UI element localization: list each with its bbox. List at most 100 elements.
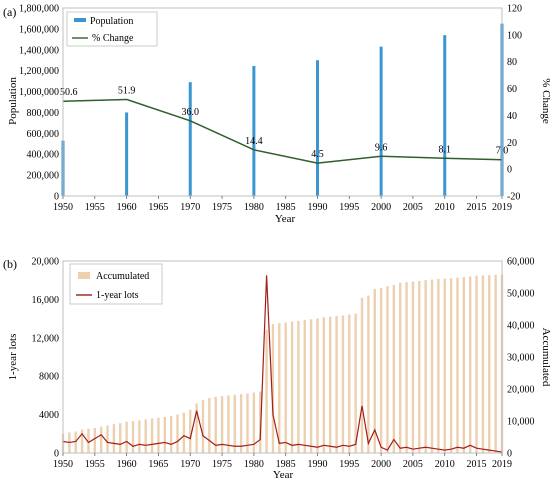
accumulated-bar — [131, 421, 135, 453]
change-data-label: 4.5 — [311, 149, 324, 160]
accumulated-bar — [399, 282, 402, 453]
accumulated-bar — [150, 418, 154, 453]
accumulated-bar — [424, 280, 427, 453]
panel-a-right-ticks: -20 0 20 40 60 80 100 120 — [507, 4, 522, 203]
b-y-tick-label: 20,000 — [32, 257, 60, 268]
accumulated-bar — [309, 319, 313, 453]
accumulated-bar — [481, 275, 485, 453]
change-data-label: 14.4 — [245, 136, 263, 147]
accumulated-bar — [360, 297, 364, 453]
legend-lots-label: 1-year lots — [96, 290, 139, 301]
panel-a: (a) -20 0 20 40 60 80 100 120 50.6 51.9 36.0 14.4 4… — [3, 4, 550, 226]
b-y2-tick-label: 60,000 — [507, 257, 535, 268]
accumulated-bar — [233, 394, 236, 453]
a-y-tick-label: 1,400,000 — [19, 45, 59, 56]
accumulated-bar — [87, 428, 90, 453]
panel-b: (b) 0 10,000 20,000 30,000 40,000 50,000 60,00… — [3, 257, 550, 482]
change-data-label: 50.6 — [60, 87, 78, 98]
b-x-tick-label: 2019 — [492, 459, 512, 470]
accumulated-bar — [430, 279, 434, 453]
population-bar — [315, 60, 319, 196]
accumulated-bar — [214, 396, 217, 453]
accumulated-bar — [462, 277, 466, 453]
accumulated-bar — [157, 417, 160, 453]
a-y2-tick-label: 60 — [507, 84, 517, 95]
b-x-tick-label: 1955 — [85, 459, 105, 470]
a-x-tick-label: 2010 — [435, 202, 455, 213]
accumulated-bar — [265, 329, 268, 453]
accumulated-bar — [259, 391, 262, 453]
accumulated-bar — [335, 316, 338, 453]
panel-a-legend-box — [66, 11, 158, 47]
legend-change-label: % Change — [92, 33, 134, 44]
a-x-tick-label: 1995 — [339, 202, 359, 213]
b-y-tick-label: 0 — [54, 449, 59, 460]
accumulated-bar — [106, 425, 109, 453]
lots-line — [62, 275, 503, 453]
population-bar — [443, 35, 447, 197]
accumulated-bar — [93, 428, 97, 453]
legend-population-swatch — [74, 18, 86, 22]
a-y-tick-label: 1,000,000 — [19, 87, 59, 98]
b-y-tick-label: 4000 — [39, 410, 59, 421]
accumulated-bar — [418, 280, 421, 453]
accumulated-bar — [169, 415, 173, 453]
accumulated-bar — [468, 276, 472, 453]
a-y2-tick-label: 40 — [507, 111, 517, 122]
a-x-tick-label: 2015 — [467, 202, 487, 213]
a-y2-tick-label: 20 — [507, 138, 517, 149]
b-x-tick-label: 1960 — [117, 459, 137, 470]
accumulated-bar — [119, 423, 122, 453]
b-x-tick-label: 1980 — [244, 459, 264, 470]
accumulated-bar — [405, 282, 408, 453]
a-y-tick-label: 200,000 — [27, 171, 60, 182]
accumulated-bar — [208, 397, 211, 453]
accumulated-bar — [373, 288, 376, 453]
a-x-tick-label: 1970 — [180, 202, 200, 213]
change-data-label: 9.6 — [375, 142, 388, 153]
a-x-tick-label: 1975 — [212, 202, 232, 213]
a-y-tick-label: 600,000 — [27, 129, 60, 140]
b-y2-tick-label: 10,000 — [507, 417, 535, 428]
b-x-tick-label: 1965 — [148, 459, 168, 470]
accumulated-bar — [252, 392, 256, 453]
a-x-tick-label: 1980 — [244, 202, 264, 213]
panel-a-legend: Population % Change — [66, 11, 158, 47]
accumulated-bar — [367, 295, 370, 453]
accumulated-bar — [189, 409, 192, 453]
a-x-tick-label: 2000 — [371, 202, 391, 213]
change-data-label: 8.1 — [438, 144, 451, 155]
accumulated-bar — [227, 395, 230, 453]
a-x-tick-label: 1960 — [117, 202, 137, 213]
panel-b-left-ticks: 0 4000 8000 12,000 16,000 20,000 — [32, 257, 60, 460]
panel-a-line — [62, 98, 503, 164]
accumulated-bar — [74, 431, 77, 453]
b-y2-tick-label: 30,000 — [507, 353, 535, 364]
accumulated-bar — [284, 322, 287, 453]
accumulated-bar — [239, 394, 243, 453]
accumulated-bar — [201, 400, 205, 453]
a-x-tick-label: 2005 — [403, 202, 423, 213]
b-y2-tick-label: 50,000 — [507, 289, 535, 300]
panel-b-plot-frame — [62, 260, 503, 454]
a-y-tick-label: 400,000 — [27, 150, 60, 161]
panel-b-x-label: Year — [273, 469, 294, 481]
a-x-tick-label: 1990 — [307, 202, 327, 213]
legend-accumulated-label: Accumulated — [96, 271, 149, 282]
accumulated-bar — [392, 285, 396, 453]
a-x-tick-label: 2019 — [492, 202, 512, 213]
b-y-tick-label: 8000 — [39, 372, 59, 383]
b-y-tick-label: 16,000 — [32, 295, 60, 306]
a-y2-tick-label: 0 — [507, 165, 512, 176]
accumulated-bar — [290, 321, 294, 453]
b-x-tick-label: 1990 — [307, 459, 327, 470]
b-x-tick-label: 1970 — [180, 459, 200, 470]
b-x-tick-label: 2015 — [467, 459, 487, 470]
accumulated-bar — [144, 419, 147, 453]
a-y2-tick-label: 120 — [507, 4, 522, 15]
accumulated-bar — [488, 275, 491, 453]
accumulated-bar — [80, 429, 84, 453]
accumulated-bar — [125, 421, 128, 453]
panel-a-label: (a) — [3, 5, 16, 19]
